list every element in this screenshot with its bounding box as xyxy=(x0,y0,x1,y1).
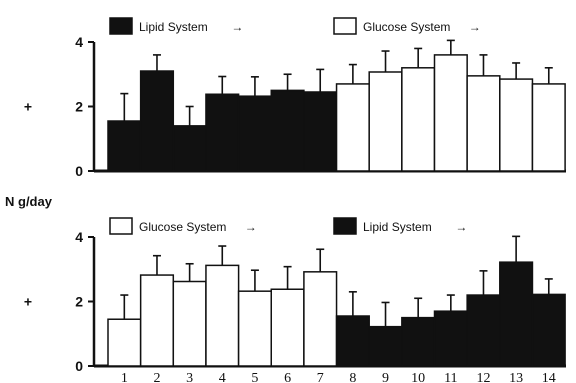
legend-arrow: → xyxy=(245,220,257,234)
bar xyxy=(172,125,207,172)
y-tick-label: 0 xyxy=(75,163,83,179)
x-tick-label: 10 xyxy=(411,371,425,383)
chart-panel-top: Lipid System → Glucose System → 4 2 0 + xyxy=(24,17,566,179)
legend-arrow: → xyxy=(231,20,243,34)
x-tick-label: 8 xyxy=(349,371,356,383)
chart-panel-bottom: Glucose System → Lipid System →420+1 2 3 4 5 6 7 8… xyxy=(24,217,566,383)
y-tick-label: 4 xyxy=(75,34,83,50)
bar xyxy=(368,71,403,172)
x-tick-label: 13 xyxy=(509,371,523,383)
bar xyxy=(270,288,305,367)
bar xyxy=(107,120,142,172)
bar xyxy=(237,290,273,367)
bar xyxy=(172,280,207,367)
y-axis-marker: + xyxy=(24,294,32,310)
y-tick-label: 2 xyxy=(75,294,83,310)
legend-swatch xyxy=(333,217,357,235)
bar xyxy=(335,315,370,367)
y-tick-label: 0 xyxy=(75,358,83,374)
x-tick-label: 9 xyxy=(382,371,389,383)
legend-label: Glucose System xyxy=(139,220,226,234)
legend-label: Glucose System xyxy=(363,20,450,34)
bar xyxy=(433,54,468,172)
bar xyxy=(499,261,534,367)
x-tick-label: 5 xyxy=(251,371,258,383)
x-tick-label: 4 xyxy=(219,371,226,383)
x-tick-label: 1 xyxy=(121,371,128,383)
bar xyxy=(531,83,566,172)
bar xyxy=(499,78,534,172)
legend-arrow: → xyxy=(455,220,467,234)
y-tick-label: 4 xyxy=(75,229,83,245)
legend-label: Lipid System xyxy=(363,220,432,234)
legend-swatch xyxy=(333,17,357,35)
legend-swatch xyxy=(109,217,133,235)
bar xyxy=(466,294,501,367)
bar xyxy=(139,274,175,367)
bar xyxy=(139,70,175,172)
x-tick-label: 14 xyxy=(542,371,556,383)
bar xyxy=(335,83,370,172)
bar xyxy=(401,316,436,367)
x-tick-label: 7 xyxy=(317,371,324,383)
x-tick-label: 11 xyxy=(444,371,457,383)
legend-swatch xyxy=(109,17,133,35)
x-tick-label: 3 xyxy=(186,371,193,383)
bar xyxy=(401,67,436,172)
bar xyxy=(303,91,338,172)
bar xyxy=(237,95,273,172)
bar xyxy=(270,89,305,172)
bar xyxy=(303,271,338,367)
bar xyxy=(466,75,501,172)
bar xyxy=(531,293,566,367)
y-axis-marker: + xyxy=(24,99,32,115)
bar xyxy=(107,318,142,367)
y-tick-label: 2 xyxy=(75,99,83,115)
x-tick-label: 6 xyxy=(284,371,291,383)
bar xyxy=(205,264,240,367)
bar xyxy=(205,93,240,172)
x-tick-label: 12 xyxy=(476,371,490,383)
legend-arrow: → xyxy=(469,20,481,34)
bar xyxy=(368,325,403,367)
y-axis-label: N g/day xyxy=(5,194,53,209)
bar xyxy=(433,310,468,367)
legend-label: Lipid System xyxy=(139,20,208,34)
x-tick-label: 2 xyxy=(153,371,160,383)
